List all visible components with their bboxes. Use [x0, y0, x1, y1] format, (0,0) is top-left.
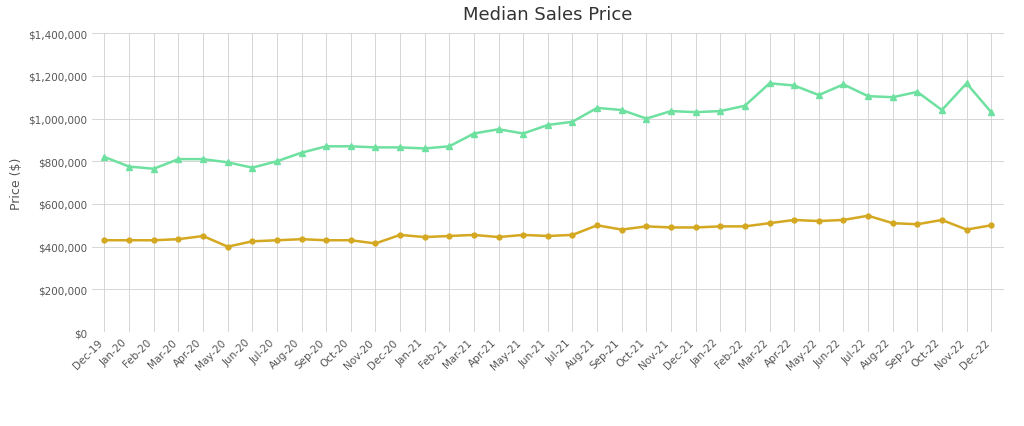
Condos [911, 222, 924, 227]
Single-Family Homes [738, 104, 751, 109]
Condos [887, 221, 899, 226]
Condos [345, 238, 357, 243]
Condos [468, 233, 480, 238]
Single-Family Homes [862, 94, 874, 99]
Condos [123, 238, 135, 243]
Single-Family Homes [961, 81, 973, 86]
Single-Family Homes [172, 157, 184, 162]
Condos [542, 234, 554, 239]
Condos [813, 219, 825, 224]
Single-Family Homes [714, 109, 726, 114]
Single-Family Homes [321, 144, 333, 150]
Condos [493, 235, 505, 240]
Single-Family Homes [763, 81, 775, 86]
Condos [270, 238, 283, 243]
Single-Family Homes [493, 127, 505, 132]
Condos [197, 234, 209, 239]
Condos [936, 218, 948, 223]
Condos [788, 218, 801, 223]
Single-Family Homes [640, 117, 652, 122]
Single-Family Homes [345, 144, 357, 150]
Single-Family Homes [813, 93, 825, 98]
Single-Family Homes [221, 160, 233, 165]
Single-Family Homes [147, 167, 160, 172]
Condos [838, 218, 850, 223]
Condos [714, 224, 726, 229]
Condos [615, 227, 628, 233]
Single-Family Homes [985, 110, 997, 115]
Single-Family Homes [197, 157, 209, 162]
Condos [763, 221, 775, 226]
Condos [221, 245, 233, 250]
Title: Median Sales Price: Median Sales Price [463, 6, 633, 24]
Condos [246, 239, 258, 245]
Single-Family Homes [394, 146, 407, 151]
Condos [689, 225, 701, 230]
Condos [985, 223, 997, 228]
Condos [147, 238, 160, 243]
Single-Family Homes [246, 166, 258, 171]
Single-Family Homes [566, 120, 579, 125]
Single-Family Homes [370, 146, 382, 151]
Single-Family Homes [936, 108, 948, 113]
Single-Family Homes [615, 108, 628, 113]
Single-Family Homes [270, 159, 283, 164]
Single-Family Homes [419, 147, 431, 152]
Condos [172, 237, 184, 242]
Condos [370, 241, 382, 246]
Line: Condos: Condos [102, 214, 993, 250]
Single-Family Homes [911, 90, 924, 95]
Single-Family Homes [468, 132, 480, 137]
Condos [419, 235, 431, 240]
Condos [862, 214, 874, 219]
Condos [738, 224, 751, 229]
Condos [665, 225, 677, 230]
Condos [591, 223, 603, 228]
Single-Family Homes [98, 155, 111, 160]
Single-Family Homes [443, 144, 456, 150]
Single-Family Homes [788, 83, 801, 89]
Single-Family Homes [838, 83, 850, 88]
Single-Family Homes [542, 123, 554, 128]
Line: Single-Family Homes: Single-Family Homes [101, 81, 994, 172]
Condos [566, 233, 579, 238]
Condos [98, 238, 111, 243]
Condos [961, 227, 973, 233]
Single-Family Homes [295, 151, 307, 156]
Condos [394, 233, 407, 238]
Condos [321, 238, 333, 243]
Condos [640, 224, 652, 229]
Condos [517, 233, 529, 238]
Single-Family Homes [665, 109, 677, 114]
Single-Family Homes [887, 95, 899, 101]
Single-Family Homes [591, 106, 603, 111]
Single-Family Homes [689, 110, 701, 115]
Condos [443, 234, 456, 239]
Y-axis label: Price ($): Price ($) [9, 157, 23, 209]
Condos [295, 237, 307, 242]
Single-Family Homes [123, 165, 135, 170]
Single-Family Homes [517, 132, 529, 137]
